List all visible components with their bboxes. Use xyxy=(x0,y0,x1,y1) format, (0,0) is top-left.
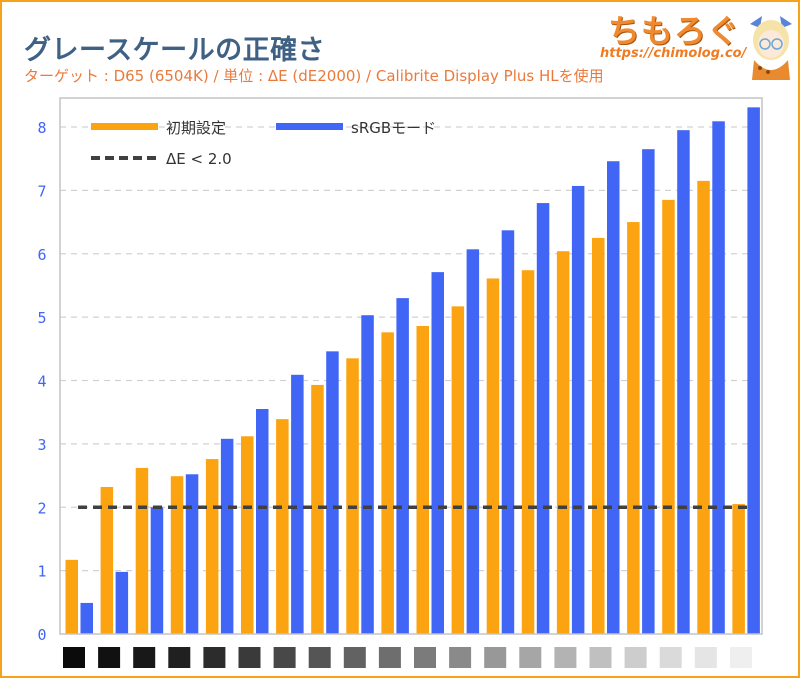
gray-swatch xyxy=(63,647,85,668)
bar-srgb xyxy=(150,507,164,634)
bar-srgb xyxy=(291,374,304,634)
bar-default xyxy=(697,180,710,634)
bar-srgb xyxy=(361,315,374,634)
bar-srgb xyxy=(747,107,760,634)
bar-srgb xyxy=(607,161,620,634)
gray-swatch xyxy=(484,647,507,668)
legend-label-threshold: ΔE < 2.0 xyxy=(166,150,232,168)
legend: 初期設定 sRGBモード ΔE < 2.0 xyxy=(91,119,436,168)
bar-srgb xyxy=(536,203,550,635)
bar-default xyxy=(416,325,429,634)
gray-swatch xyxy=(133,647,156,668)
bar-default xyxy=(381,332,394,634)
bar-srgb xyxy=(501,230,515,634)
logo-url: https://chimolog.co/ xyxy=(600,46,747,61)
y-tick-label: 5 xyxy=(37,309,46,327)
mascot-icon xyxy=(750,16,792,80)
gray-swatch xyxy=(624,647,647,668)
bar-srgb xyxy=(115,571,129,634)
gray-swatch xyxy=(308,647,331,668)
gray-swatch xyxy=(98,647,121,668)
gray-swatch xyxy=(203,647,226,668)
bar-default xyxy=(241,436,254,634)
chart-title: グレースケールの正確さ xyxy=(24,35,326,66)
bar-default xyxy=(451,306,465,634)
gray-swatch xyxy=(273,647,296,668)
y-tick-label: 7 xyxy=(37,182,46,200)
gray-swatch xyxy=(343,647,366,668)
plot-area-border xyxy=(59,97,763,635)
legend-swatch-srgb xyxy=(276,123,343,130)
bar-srgb xyxy=(642,149,655,634)
gray-swatch xyxy=(554,647,577,668)
legend-label-default: 初期設定 xyxy=(166,119,226,137)
bar-default xyxy=(170,476,184,634)
bar-default xyxy=(486,278,500,634)
y-tick-label: 1 xyxy=(37,563,46,581)
y-tick-label: 6 xyxy=(37,246,46,264)
gray-swatch xyxy=(238,647,261,668)
bar-srgb xyxy=(185,474,199,634)
gray-swatch xyxy=(378,647,401,668)
bar-default xyxy=(592,237,605,634)
chart-subtitle: ターゲット : D65 (6504K) / 単位 : ΔE (dE2000) /… xyxy=(24,67,604,85)
gray-swatch xyxy=(449,647,472,668)
bar-srgb xyxy=(80,602,93,634)
gray-swatch xyxy=(729,647,752,668)
bar-default xyxy=(65,559,78,634)
bar-default xyxy=(276,419,289,634)
bar-srgb xyxy=(256,409,269,634)
bar-default xyxy=(556,251,570,634)
bar-default xyxy=(346,358,359,634)
bars xyxy=(65,107,760,635)
gray-swatch xyxy=(519,647,542,668)
logo-text: ちもろぐ xyxy=(608,12,741,50)
gray-swatch xyxy=(168,647,191,668)
bar-default xyxy=(732,504,745,634)
legend-swatch-default xyxy=(91,123,158,130)
y-tick-label: 2 xyxy=(37,499,46,517)
bar-default xyxy=(135,467,149,634)
gridlines xyxy=(60,126,762,572)
bar-default xyxy=(100,486,114,634)
gray-swatch xyxy=(694,647,717,668)
bar-srgb xyxy=(431,272,444,634)
bar-srgb xyxy=(396,298,409,634)
bar-default xyxy=(205,459,219,634)
bar-srgb xyxy=(326,351,339,634)
site-logo[interactable]: ちもろぐ https://chimolog.co/ xyxy=(600,6,798,86)
bar-srgb xyxy=(466,249,480,634)
bar-default xyxy=(521,270,535,634)
y-tick-label: 3 xyxy=(37,436,46,454)
bar-srgb xyxy=(677,130,690,634)
y-tick-label: 8 xyxy=(37,119,46,137)
bar-default xyxy=(311,384,324,634)
y-axis-ticks: 0 1 2 3 4 5 6 7 8 xyxy=(37,119,46,644)
bar-srgb xyxy=(220,438,234,634)
legend-label-srgb: sRGBモード xyxy=(351,119,436,137)
bar-default xyxy=(662,199,675,634)
gray-swatch xyxy=(414,647,436,668)
y-tick-label: 4 xyxy=(37,373,46,391)
gray-swatch xyxy=(659,647,682,668)
bar-srgb xyxy=(571,185,585,634)
gray-swatch xyxy=(589,647,612,668)
bar-srgb xyxy=(712,121,725,634)
bar-default xyxy=(627,222,640,634)
y-tick-label: 0 xyxy=(37,626,46,644)
gray-swatches xyxy=(63,647,752,668)
